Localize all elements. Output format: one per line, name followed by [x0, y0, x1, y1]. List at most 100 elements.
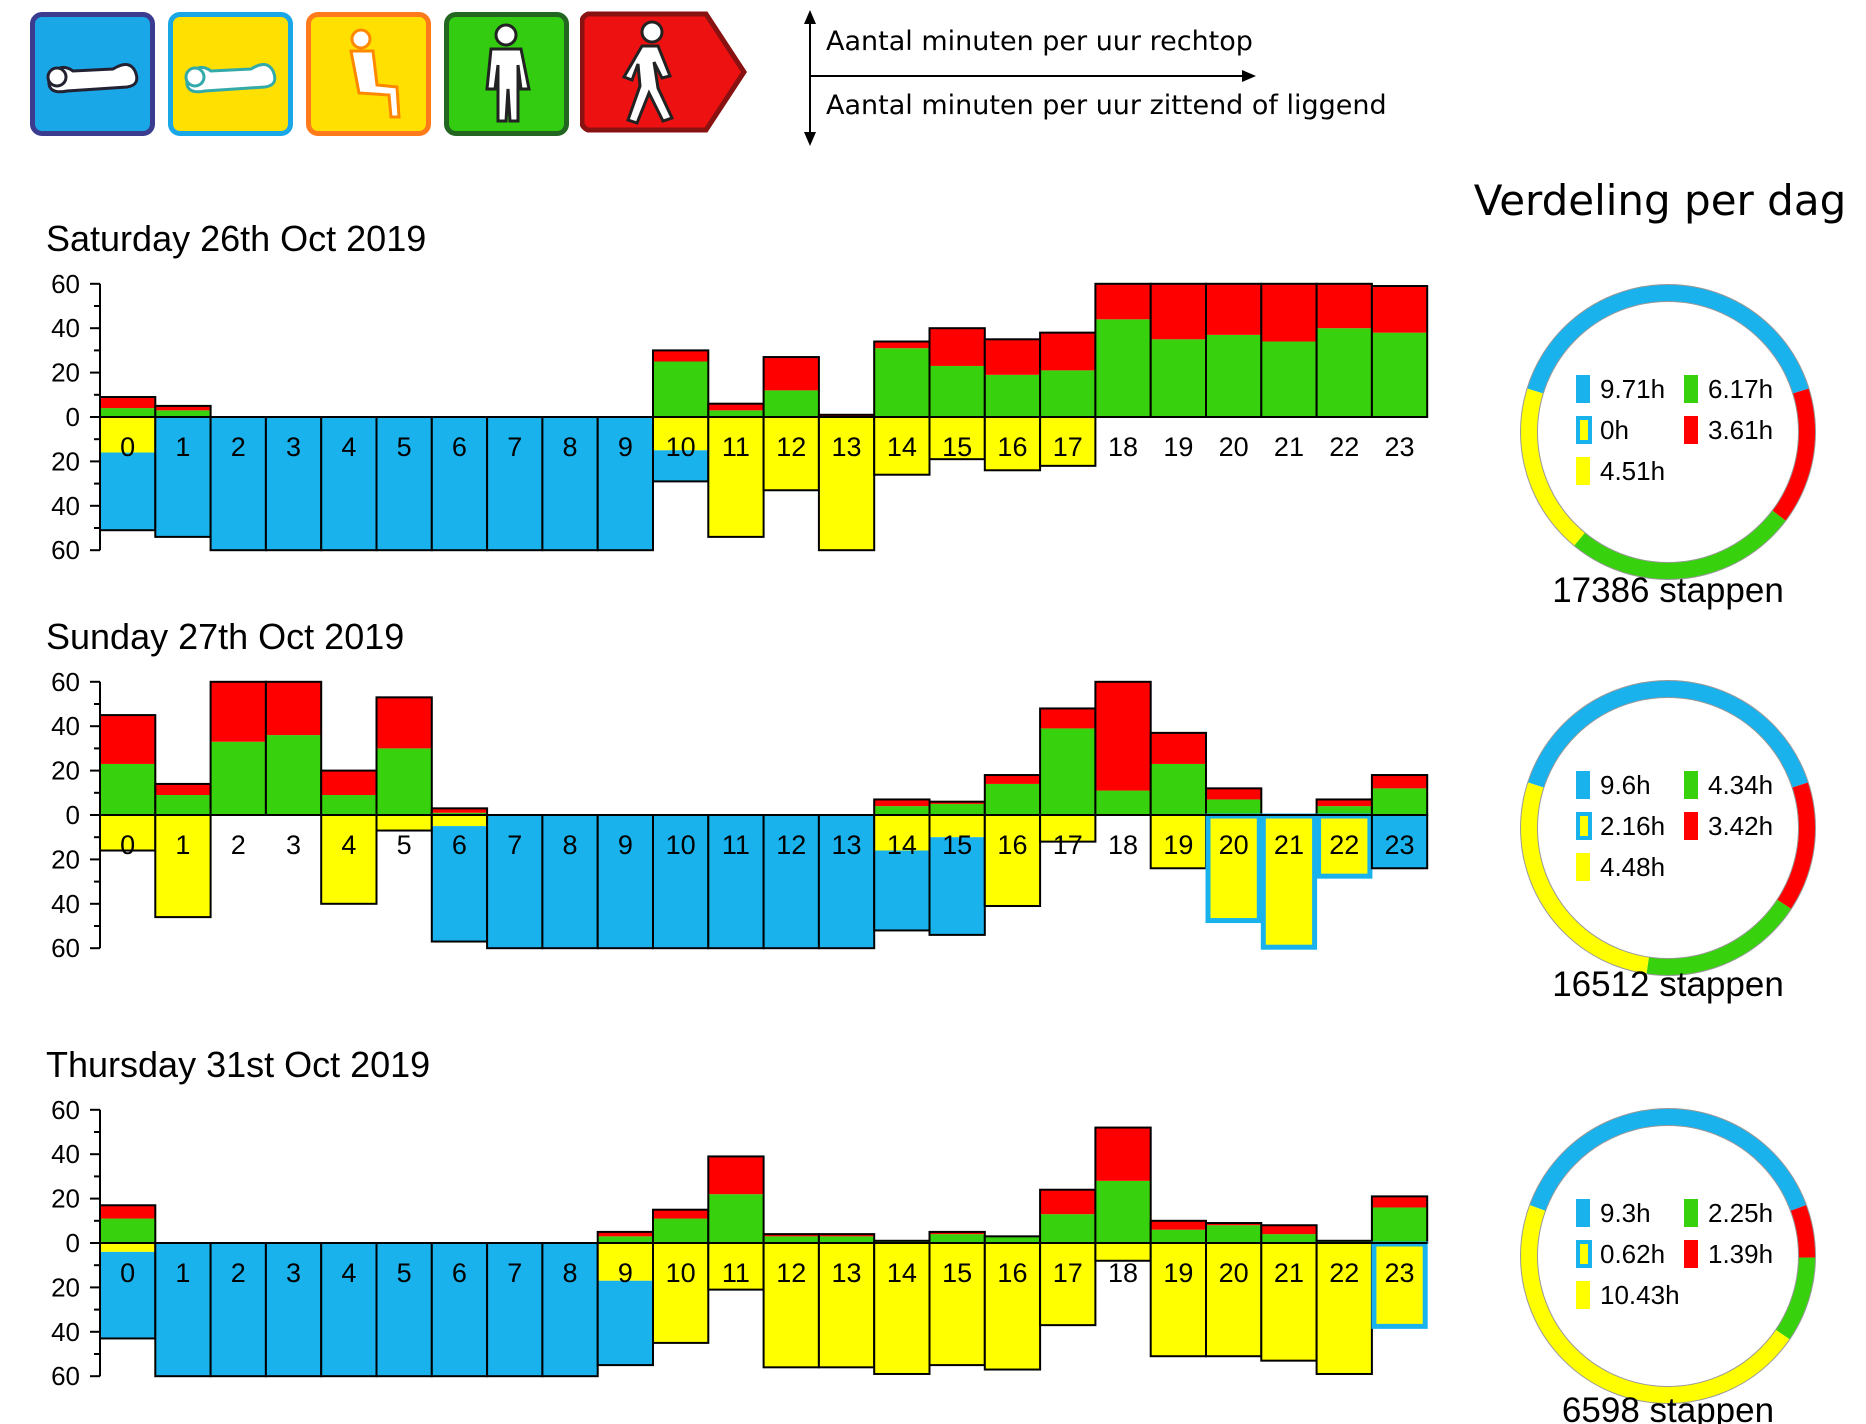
bar-standing: [100, 408, 156, 417]
hour-label: 4: [341, 432, 356, 462]
walking-icon: [580, 11, 747, 133]
bar-standing: [1095, 319, 1151, 417]
bar-lying: [487, 1243, 543, 1377]
hour-label: 10: [666, 1258, 696, 1288]
bar-walking: [1040, 708, 1096, 729]
bar-standing: [929, 1234, 985, 1243]
bar-standing: [763, 390, 819, 417]
y-tick-label: 20: [51, 358, 80, 388]
y-tick-label: 40: [51, 711, 80, 741]
bar-standing: [763, 1236, 819, 1243]
donut-legend-value: 1.39h: [1708, 1239, 1773, 1269]
hour-label: 22: [1329, 1258, 1359, 1288]
donut-segment: [1527, 680, 1809, 788]
y-tick-label: 60: [51, 933, 80, 963]
hour-label: 12: [776, 830, 806, 860]
bar-standing: [1150, 339, 1206, 417]
bar-standing: [1206, 334, 1262, 417]
hour-label: 0: [120, 1258, 135, 1288]
bar-walking: [984, 775, 1041, 784]
axis-note-down: Aantal minuten per uur zittend of liggen…: [826, 90, 1387, 121]
bar-walking: [818, 1234, 875, 1237]
hour-label: 23: [1385, 432, 1415, 462]
bar-standing: [653, 361, 709, 417]
donut-inner-edge: [1537, 1125, 1799, 1387]
donut-legend-swatch: [1576, 416, 1592, 444]
bar-sitting: [818, 1243, 875, 1368]
bar-sitting: [1261, 1243, 1317, 1361]
donut-legend-swatch: [1576, 1199, 1590, 1227]
bar-sitting: [100, 1243, 156, 1252]
bar-standing: [1150, 763, 1206, 815]
bar-walking: [1316, 283, 1372, 329]
donut-outer-edge: [1520, 1108, 1816, 1404]
donut-legend-swatch: [1576, 812, 1592, 840]
donut-segment: [1646, 899, 1792, 976]
hour-label: 18: [1108, 1258, 1138, 1288]
donut-segment: [1520, 782, 1544, 865]
y-tick-label: 0: [66, 800, 80, 830]
donut-legend-value: 9.71h: [1600, 374, 1665, 404]
bar-walking: [1150, 1220, 1206, 1230]
bar-lying: [265, 1243, 322, 1377]
bar-lying: [487, 417, 543, 551]
bar-lying-alt: [1206, 815, 1262, 922]
bar-walking: [376, 697, 432, 749]
bar-lying: [100, 452, 156, 531]
bar-walking: [1150, 732, 1206, 764]
bar-lying: [431, 417, 488, 551]
bar-walking: [1261, 283, 1317, 342]
bar-walking: [818, 414, 875, 417]
bar-lying: [763, 815, 819, 949]
donut-legend-swatch: [1576, 1240, 1592, 1268]
donut-segment: [1776, 782, 1816, 909]
bar-walking: [1206, 1223, 1262, 1226]
bar-lying: [597, 417, 653, 551]
bar-walking: [1206, 283, 1262, 335]
donut-segment: [1525, 860, 1650, 974]
bar-lying: [542, 815, 598, 949]
bar-walking: [653, 1209, 709, 1219]
bar-sitting: [874, 1243, 930, 1374]
bar-lying: [265, 417, 322, 551]
donut-segment: [1574, 510, 1786, 580]
bar-lying: [431, 826, 488, 942]
day-title-0: Saturday 26th Oct 2019: [46, 218, 427, 259]
bar-standing: [984, 374, 1041, 417]
hour-label: 3: [286, 1258, 301, 1288]
bar-sitting: [1095, 1243, 1151, 1261]
bar-walking: [653, 350, 709, 362]
hour-label: 13: [832, 1258, 862, 1288]
donut-legend-swatch: [1684, 1199, 1698, 1227]
sitting-icon: [306, 12, 431, 136]
donut-legend-value: 3.61h: [1708, 415, 1773, 445]
bar-sitting: [376, 815, 432, 831]
donut-legend-value: 3.42h: [1708, 811, 1773, 841]
y-tick-label: 20: [51, 446, 80, 476]
bar-walking: [431, 808, 488, 813]
bar-walking: [155, 405, 211, 411]
lying-alt-icon: [168, 12, 293, 136]
bar-sitting: [653, 417, 709, 451]
hour-label: 20: [1219, 830, 1249, 860]
bar-standing: [1371, 1207, 1428, 1243]
bar-lying: [653, 815, 709, 949]
bar-sitting: [984, 1243, 1041, 1370]
y-tick-label: 20: [51, 1184, 80, 1214]
bar-lying: [210, 1243, 266, 1377]
bar-sitting: [653, 1243, 709, 1343]
y-tick-label: 40: [51, 491, 80, 521]
hour-label: 6: [452, 432, 467, 462]
hour-label: 6: [452, 830, 467, 860]
bar-standing: [653, 1218, 709, 1243]
donut-segment: [1775, 1257, 1816, 1340]
hour-label: 10: [666, 432, 696, 462]
bar-walking: [1371, 1196, 1428, 1208]
hour-label: 2: [231, 830, 246, 860]
donut-segment: [1527, 284, 1809, 394]
y-tick-label: 60: [51, 1361, 80, 1391]
hour-label: 13: [832, 432, 862, 462]
bar-walking: [265, 681, 322, 736]
bar-standing: [1316, 328, 1372, 417]
bar-standing: [708, 410, 764, 417]
